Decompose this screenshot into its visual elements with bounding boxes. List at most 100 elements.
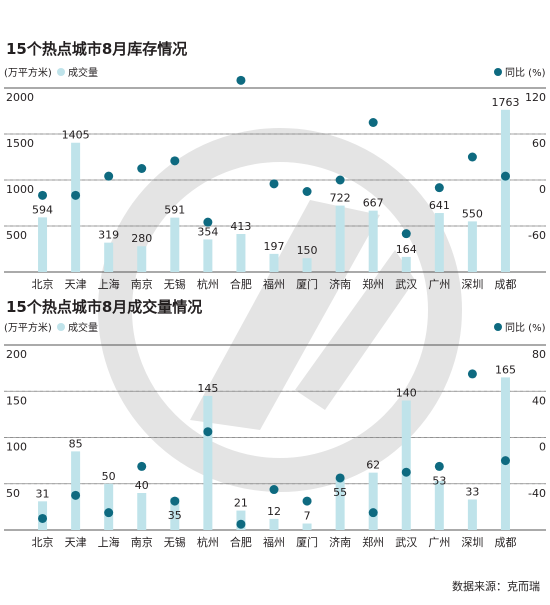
yoy-dot (302, 187, 312, 196)
bar (368, 472, 378, 530)
bar-value-label: 641 (429, 199, 450, 212)
bar-value-label: 140 (396, 387, 417, 400)
left-tick-label: 100 (6, 441, 27, 454)
yoy-dot (137, 164, 147, 173)
bar (335, 479, 345, 530)
yoy-dot (38, 190, 48, 200)
right-tick-label: 0 (539, 441, 546, 454)
right-tick-label: 120 (525, 91, 546, 104)
bar-value-label: 550 (462, 207, 483, 220)
dot-legend-swatch (494, 323, 502, 331)
category-label: 天津 (65, 278, 87, 291)
category-label: 深圳 (461, 278, 483, 291)
bar-value-label: 150 (297, 244, 318, 257)
right-tick-label: -40 (528, 487, 546, 500)
yoy-dot (302, 496, 312, 506)
category-label: 杭州 (197, 277, 219, 291)
yoy-dot (104, 171, 114, 181)
bar-value-label: 35 (168, 509, 182, 522)
bar (335, 205, 345, 272)
bar-value-label: 55 (333, 486, 347, 499)
bar (104, 242, 114, 272)
bar-value-label: 50 (102, 470, 116, 483)
bar (401, 400, 411, 530)
right-tick-label: 0 (539, 183, 546, 196)
category-label: 上海 (98, 277, 120, 291)
bar-legend-label: 成交量 (68, 66, 98, 79)
yoy-dot (104, 508, 114, 518)
data-source: 数据来源：克而瑞 (452, 580, 540, 593)
bar-value-label: 280 (131, 232, 152, 245)
left-axis-unit: (万平方米) (4, 321, 52, 334)
bar (434, 480, 444, 530)
category-label: 成都 (494, 278, 516, 291)
yoy-dot (467, 369, 477, 379)
yoy-dot (434, 183, 444, 193)
watermark-logo (98, 128, 462, 492)
bar (203, 395, 213, 530)
yoy-dot (71, 190, 81, 200)
bar (401, 256, 411, 272)
left-tick-label: 1500 (6, 137, 34, 150)
bar (203, 239, 213, 272)
category-label: 北京 (32, 535, 54, 549)
bar-value-label: 31 (36, 487, 50, 500)
bar-legend-swatch (57, 323, 65, 331)
yoy-dot (335, 175, 345, 185)
category-label: 福州 (263, 277, 285, 291)
bar (269, 253, 279, 272)
left-tick-label: 1000 (6, 183, 34, 196)
bar-value-label: 594 (32, 203, 53, 216)
yoy-dot (335, 473, 345, 483)
bar-value-label: 12 (267, 505, 281, 518)
bar (170, 217, 180, 272)
bar-value-label: 164 (396, 243, 417, 256)
yoy-dot (170, 156, 180, 166)
right-tick-label: 80 (532, 348, 546, 361)
bar (71, 142, 81, 272)
yoy-dot (170, 496, 180, 506)
category-label: 上海 (98, 535, 120, 549)
category-label: 广州 (428, 278, 450, 291)
bar (71, 451, 81, 530)
bar (467, 499, 477, 530)
yoy-dot (500, 171, 510, 181)
yoy-dot (401, 467, 411, 477)
category-label: 郑州 (362, 535, 384, 549)
bar-value-label: 53 (432, 474, 446, 487)
dot-legend-label: 同比 (%) (505, 67, 546, 79)
category-label: 济南 (329, 277, 351, 291)
dot-legend-swatch (494, 68, 502, 76)
bar-value-label: 1763 (491, 96, 519, 109)
category-label: 天津 (65, 536, 87, 549)
bar (467, 221, 477, 272)
bar (137, 246, 147, 272)
bar-value-label: 319 (98, 229, 119, 242)
category-label: 合肥 (230, 535, 252, 549)
bar (269, 518, 279, 530)
yoy-dot (368, 508, 378, 518)
category-label: 济南 (329, 535, 351, 549)
category-label: 南京 (131, 535, 153, 549)
category-label: 武汉 (395, 278, 417, 291)
yoy-dot (467, 152, 477, 162)
right-tick-label: 40 (532, 394, 546, 407)
yoy-dot (38, 513, 48, 523)
bar-value-label: 145 (197, 382, 218, 395)
bar (170, 497, 180, 530)
yoy-dot (236, 519, 246, 529)
bar (38, 217, 48, 272)
left-axis-unit: (万平方米) (4, 66, 52, 79)
yoy-dot (236, 75, 246, 85)
bar-value-label: 722 (330, 192, 351, 205)
yoy-dot (368, 118, 378, 127)
bar-value-label: 165 (495, 363, 516, 376)
bar-value-label: 354 (197, 225, 218, 238)
bar (500, 109, 510, 272)
bar-value-label: 667 (363, 197, 384, 210)
yoy-dot (500, 456, 510, 466)
bar-value-label: 40 (135, 479, 149, 492)
yoy-dot (71, 490, 81, 500)
category-label: 合肥 (230, 277, 252, 291)
